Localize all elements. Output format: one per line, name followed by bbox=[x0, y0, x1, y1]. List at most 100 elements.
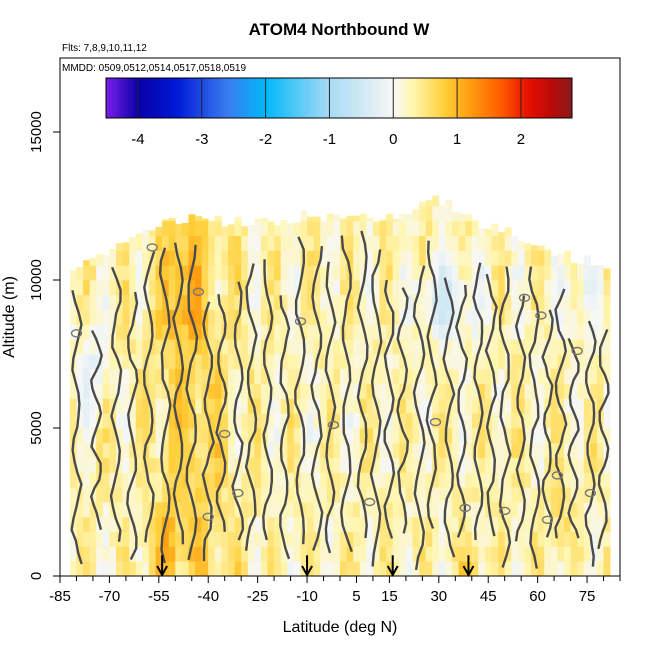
colorbar-segment bbox=[460, 78, 464, 118]
heat-cell bbox=[504, 546, 512, 562]
x-tick-label: 30 bbox=[430, 588, 447, 605]
heat-cell bbox=[155, 280, 163, 296]
heat-cell bbox=[511, 561, 519, 577]
heat-cell bbox=[544, 413, 552, 429]
heat-cell bbox=[162, 220, 170, 236]
heat-cell bbox=[135, 368, 143, 384]
heat-cell bbox=[557, 546, 565, 562]
heat-cell bbox=[221, 235, 229, 251]
heat-cell bbox=[181, 561, 189, 577]
heat-cell bbox=[399, 354, 407, 370]
heat-cell bbox=[320, 221, 328, 236]
heat-cell bbox=[208, 546, 216, 562]
heat-cell bbox=[392, 220, 400, 236]
heat-cell bbox=[557, 294, 565, 310]
heat-cell bbox=[129, 413, 137, 429]
heat-cell bbox=[168, 235, 176, 251]
heat-cell bbox=[122, 531, 130, 547]
heat-cell bbox=[89, 280, 97, 296]
heat-cell bbox=[83, 428, 91, 444]
heat-cell bbox=[122, 242, 130, 251]
heat-cell bbox=[221, 487, 229, 503]
contour-line bbox=[396, 287, 409, 534]
heat-cell bbox=[307, 354, 315, 370]
heat-cell bbox=[359, 516, 367, 532]
colorbar-tick-label: -1 bbox=[323, 131, 336, 148]
heat-cell bbox=[234, 220, 242, 236]
heat-cell bbox=[478, 339, 486, 355]
heat-cell bbox=[168, 398, 176, 414]
heat-cell bbox=[168, 368, 176, 384]
heat-cell bbox=[181, 324, 189, 340]
colorbar-segment bbox=[355, 78, 359, 118]
heat-cell bbox=[293, 383, 301, 399]
heat-cell bbox=[188, 502, 196, 518]
heat-cell bbox=[511, 546, 519, 562]
heat-cell bbox=[570, 472, 578, 488]
colorbar-segment bbox=[444, 78, 448, 118]
heat-cell bbox=[247, 383, 255, 399]
heat-cell bbox=[570, 413, 578, 429]
heat-cell bbox=[260, 280, 268, 296]
heat-cell bbox=[333, 561, 341, 577]
heat-cell bbox=[603, 398, 611, 414]
heat-cell bbox=[162, 442, 170, 458]
heat-cell bbox=[148, 309, 156, 325]
heat-cell bbox=[577, 428, 585, 444]
heat-cell bbox=[148, 235, 156, 251]
heat-cell bbox=[359, 383, 367, 399]
heat-cell bbox=[287, 413, 295, 429]
heat-cell bbox=[465, 368, 473, 384]
heat-cell bbox=[122, 250, 130, 266]
heat-cell bbox=[372, 516, 380, 532]
heat-cell bbox=[208, 398, 216, 414]
heat-cell bbox=[188, 339, 196, 355]
heat-cell bbox=[517, 294, 525, 310]
heat-cell bbox=[280, 235, 288, 251]
heat-cell bbox=[359, 220, 367, 236]
heat-cell bbox=[320, 516, 328, 532]
colorbar-segment bbox=[485, 78, 490, 118]
heat-cell bbox=[353, 215, 361, 222]
heat-cell bbox=[544, 280, 552, 296]
heat-cell bbox=[438, 428, 446, 444]
heat-cell bbox=[359, 294, 367, 310]
heat-cell bbox=[293, 368, 301, 384]
heat-cell bbox=[313, 235, 321, 251]
heat-cell bbox=[405, 502, 413, 518]
heat-cell bbox=[122, 398, 130, 414]
heat-cell bbox=[102, 502, 110, 518]
heat-cell bbox=[83, 457, 91, 473]
heat-cell bbox=[116, 516, 123, 532]
heat-cell bbox=[511, 442, 519, 458]
heat-cell bbox=[69, 561, 77, 577]
colorbar-segment bbox=[396, 78, 401, 118]
heat-cell bbox=[570, 398, 578, 414]
heat-cell bbox=[181, 457, 189, 473]
heat-cell bbox=[181, 398, 189, 414]
heat-cell bbox=[596, 457, 604, 473]
heat-cell bbox=[478, 472, 486, 488]
heat-cell bbox=[452, 561, 459, 577]
heat-cell bbox=[326, 457, 334, 473]
contour-line bbox=[90, 329, 103, 531]
heat-cell bbox=[326, 235, 334, 251]
heat-cell bbox=[498, 516, 506, 532]
heat-cell bbox=[241, 561, 249, 577]
heat-cell bbox=[524, 294, 532, 310]
heat-cell bbox=[353, 339, 361, 355]
colorbar-segment bbox=[351, 78, 356, 118]
heat-cell bbox=[83, 280, 91, 296]
heat-cell bbox=[234, 383, 242, 399]
heat-cell bbox=[300, 368, 308, 384]
heat-cell bbox=[531, 413, 539, 429]
heat-cell bbox=[511, 235, 519, 251]
heat-cell bbox=[109, 280, 117, 296]
heat-cell bbox=[102, 516, 110, 532]
heat-cell bbox=[122, 280, 130, 296]
colorbar-segment bbox=[463, 78, 468, 118]
contour-line bbox=[126, 291, 139, 561]
heat-cell bbox=[458, 235, 466, 251]
heat-cell bbox=[577, 354, 585, 370]
heat-cell bbox=[419, 398, 427, 414]
